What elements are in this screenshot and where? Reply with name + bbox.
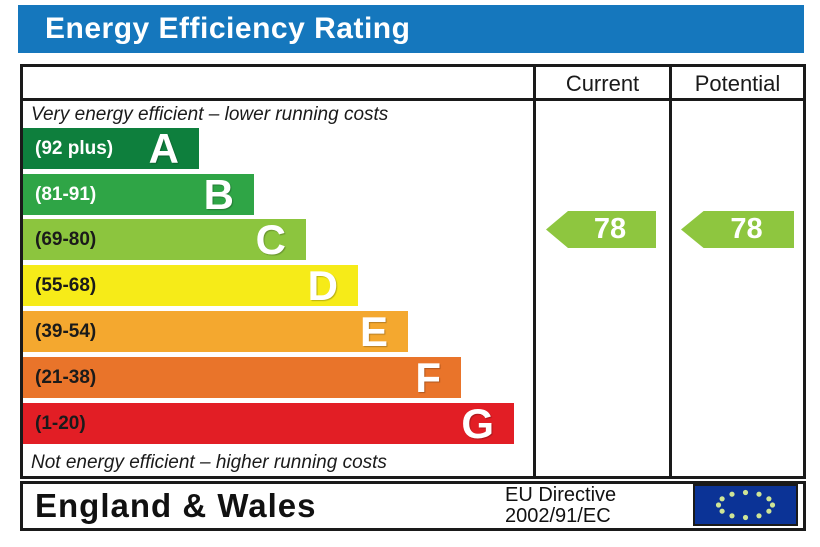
top-caption: Very energy efficient – lower running co… xyxy=(31,104,389,125)
band-range-label: (69-80) xyxy=(35,228,97,250)
region-label: England & Wales xyxy=(35,487,317,524)
band-range-label: (55-68) xyxy=(35,274,97,296)
header-divider-line xyxy=(23,98,803,101)
potential-rating-value: 78 xyxy=(730,213,763,245)
band-range-label: (39-54) xyxy=(35,320,97,342)
eu-directive-line2: 2002/91/EC xyxy=(505,505,611,527)
band-letter: E xyxy=(359,308,388,355)
current-column-divider xyxy=(533,67,536,476)
band-range-label: (81-91) xyxy=(35,183,97,205)
footer: England & Wales EU Directive 2002/91/EC xyxy=(20,481,806,531)
eu-directive-label: EU Directive 2002/91/EC xyxy=(505,485,616,527)
bottom-caption: Not energy efficient – higher running co… xyxy=(31,452,387,473)
band-letter: A xyxy=(148,125,179,172)
band-f: (21-38) F xyxy=(23,354,461,401)
band-range-label: (92 plus) xyxy=(35,137,114,159)
band-a: (92 plus) A xyxy=(23,125,199,172)
band-range-label: (21-38) xyxy=(35,366,97,388)
potential-column-header: Potential xyxy=(694,71,781,96)
band-letter: C xyxy=(255,216,286,263)
current-rating-arrow: 78 xyxy=(546,211,656,248)
current-column-header: Current xyxy=(565,71,640,96)
current-rating-value: 78 xyxy=(593,213,627,245)
band-b: (81-91) B xyxy=(23,171,254,218)
potential-column-divider xyxy=(669,67,672,476)
eu-flag-icon xyxy=(693,484,798,526)
band-letter: D xyxy=(307,262,338,309)
band-g: (1-20) G xyxy=(23,400,514,447)
page-title-bar: Energy Efficiency Rating xyxy=(18,5,804,53)
eu-flag-stars xyxy=(715,489,776,521)
band-c: (69-80) C xyxy=(23,216,306,263)
page-title: Energy Efficiency Rating xyxy=(45,12,411,45)
band-e: (39-54) E xyxy=(23,308,408,355)
band-letter: B xyxy=(203,171,234,218)
eu-directive-line1: EU Directive xyxy=(505,484,617,506)
rating-table: Current Potential Very energy efficient … xyxy=(20,64,806,479)
band-letter: G xyxy=(461,400,494,447)
band-d: (55-68) D xyxy=(23,262,358,309)
band-range-label: (1-20) xyxy=(35,412,86,434)
band-letter: F xyxy=(415,354,441,401)
potential-rating-arrow: 78 xyxy=(681,211,794,248)
